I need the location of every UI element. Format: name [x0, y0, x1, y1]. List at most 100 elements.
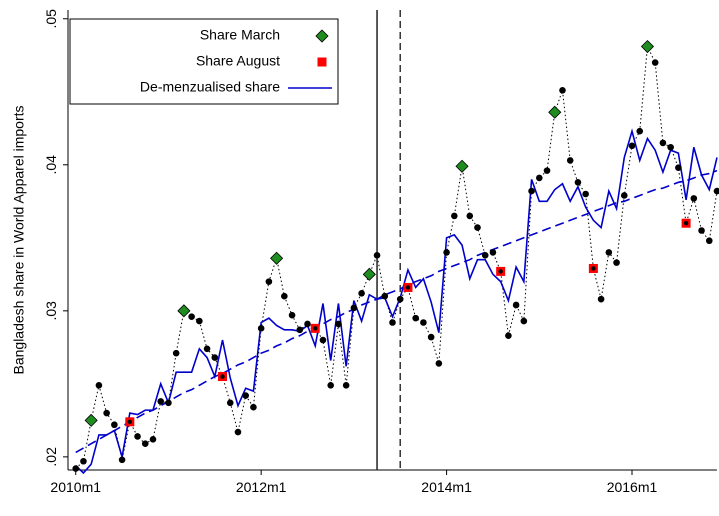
point-center: [498, 269, 503, 274]
y-axis-title: Bangladesh share in World Apparel import…: [11, 105, 27, 374]
point: [640, 39, 655, 54]
point: [675, 164, 682, 172]
point: [427, 333, 435, 341]
point: [435, 360, 443, 367]
point-center: [405, 285, 411, 290]
point: [118, 456, 126, 464]
x-tick-label: 2010m1: [50, 479, 101, 495]
point: [505, 332, 512, 339]
series-line: [75, 169, 718, 454]
point: [455, 159, 469, 173]
legend-label: Share August: [196, 53, 280, 69]
x-tick-label: 2014m1: [421, 479, 472, 495]
point: [605, 249, 613, 256]
point: [420, 319, 427, 326]
point: [559, 87, 566, 94]
point: [358, 290, 365, 297]
x-tick-label: 2016m1: [607, 479, 658, 495]
point: [141, 440, 149, 448]
point: [177, 304, 191, 318]
point: [335, 320, 342, 328]
point: [288, 311, 296, 319]
point: [528, 187, 535, 195]
point: [613, 259, 620, 266]
legend-symbol: [315, 29, 329, 43]
point: [389, 319, 396, 326]
point: [620, 192, 628, 199]
point: [281, 292, 288, 300]
point: [242, 392, 250, 399]
point: [103, 409, 110, 417]
point: [628, 142, 636, 150]
point: [257, 325, 265, 332]
point: [296, 326, 304, 334]
point: [520, 317, 528, 325]
legend-label: Share March: [200, 27, 280, 43]
point-center: [591, 266, 596, 271]
point: [265, 278, 273, 285]
point: [362, 267, 376, 281]
point: [304, 320, 311, 328]
point: [319, 336, 327, 344]
point: [149, 436, 157, 443]
y-tick-label: .04: [43, 155, 59, 175]
point: [157, 398, 165, 405]
point: [667, 143, 674, 151]
point: [474, 224, 481, 231]
point-center: [683, 221, 689, 226]
point: [250, 403, 257, 411]
point: [165, 399, 172, 407]
x-tick-label: 2012m1: [236, 479, 287, 495]
point: [443, 249, 450, 256]
point: [211, 354, 219, 361]
point: [582, 190, 589, 198]
point: [512, 301, 520, 309]
point: [659, 139, 667, 147]
point: [226, 399, 234, 407]
legend-label: De-menzualised share: [140, 79, 280, 95]
point: [350, 304, 358, 312]
point: [651, 59, 659, 66]
legend-box: [69, 18, 339, 105]
legend-symbol: [317, 57, 327, 67]
point: [489, 249, 497, 256]
point-center: [220, 374, 225, 379]
y-tick-label: .05: [43, 9, 59, 29]
series-line: [75, 128, 718, 475]
point: [270, 251, 284, 265]
point: [690, 195, 698, 202]
point: [188, 313, 195, 320]
point: [95, 382, 103, 389]
point: [481, 252, 489, 259]
point: [466, 212, 474, 220]
point: [196, 317, 203, 325]
point: [381, 292, 389, 300]
point: [574, 179, 582, 186]
point: [548, 105, 562, 119]
point: [597, 295, 605, 303]
point: [373, 252, 381, 259]
point: [84, 413, 98, 427]
point: [636, 127, 644, 135]
point: [698, 227, 705, 234]
point: [203, 345, 211, 353]
point: [566, 157, 574, 164]
point: [72, 465, 80, 472]
point: [396, 295, 404, 303]
y-tick-label: .02: [43, 447, 59, 467]
point: [80, 457, 87, 465]
y-tick-label: .03: [43, 301, 59, 321]
point-center: [313, 326, 318, 331]
point: [535, 174, 543, 182]
point: [412, 314, 419, 322]
point: [451, 212, 458, 220]
point: [342, 382, 350, 389]
point: [543, 167, 551, 174]
point: [705, 237, 713, 245]
point: [172, 349, 180, 357]
point-center: [127, 419, 133, 425]
point: [134, 433, 141, 440]
point: [234, 428, 242, 436]
point: [111, 421, 118, 429]
